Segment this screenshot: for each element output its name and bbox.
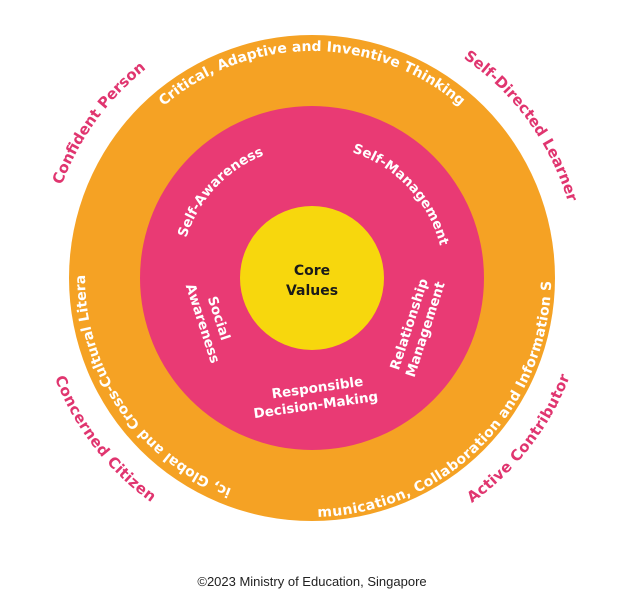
- core-values-line1: Core: [294, 263, 330, 279]
- core-values-line2: Values: [286, 283, 338, 299]
- copyright-footer: ©2023 Ministry of Education, Singapore: [197, 574, 427, 589]
- core-circle: [240, 206, 384, 350]
